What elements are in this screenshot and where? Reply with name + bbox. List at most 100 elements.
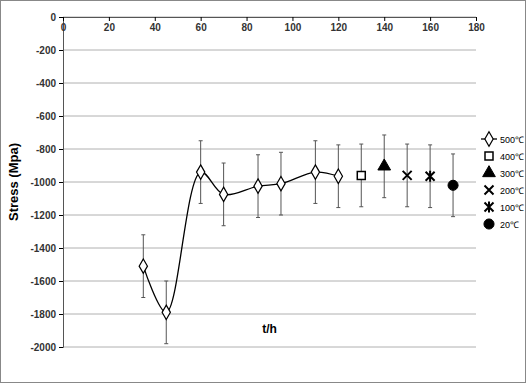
tick-mark (338, 17, 339, 21)
legend-item: 400℃ (485, 152, 524, 162)
point (403, 171, 412, 180)
legend-label: 400℃ (500, 152, 524, 162)
point (219, 187, 227, 201)
grid-line (63, 182, 476, 183)
tick-mark (155, 17, 156, 21)
tick-label: -1600 (30, 276, 56, 287)
point (426, 171, 435, 182)
y-axis: -2000-1800-1600-1400-1200-1000-800-600-4… (30, 12, 63, 353)
axis-line (64, 18, 477, 22)
grid-line (63, 50, 476, 51)
y-tick: 0 (50, 12, 63, 23)
tick-mark (59, 314, 63, 315)
x-tick: 80 (241, 17, 253, 33)
tick-mark (476, 17, 477, 21)
legend-symbol (485, 202, 494, 213)
point (311, 165, 319, 179)
legend-symbol (485, 152, 493, 160)
tick-mark (109, 17, 110, 21)
legend-label: 300℃ (500, 169, 524, 179)
tick-mark (247, 17, 248, 21)
tick-label: 120 (330, 22, 347, 33)
point (197, 165, 205, 179)
legend-symbol (485, 132, 493, 146)
point (334, 169, 342, 183)
y-tick: -1600 (30, 276, 63, 287)
plot: -2000-1800-1600-1400-1200-1000-800-600-4… (30, 12, 485, 353)
grid-line (63, 83, 476, 84)
x-tick: 0 (61, 17, 67, 33)
y-tick: -1400 (30, 243, 63, 254)
x-tick: 60 (196, 17, 208, 33)
legend-symbol (484, 219, 494, 229)
x-tick: 180 (468, 17, 485, 33)
tick-mark (59, 281, 63, 282)
tick-mark (201, 17, 202, 21)
chart-border (1, 1, 526, 383)
grid (63, 17, 476, 347)
point (162, 305, 170, 319)
tick-label: -1200 (30, 210, 56, 221)
grid-line (63, 248, 476, 249)
tick-label: -200 (36, 45, 56, 56)
legend-item: 20℃ (484, 219, 519, 230)
tick-label: -400 (36, 78, 56, 89)
legend-label: 100℃ (500, 203, 524, 213)
point (378, 159, 391, 170)
tick-label: -1400 (30, 243, 56, 254)
point (277, 176, 285, 190)
point (357, 171, 365, 179)
y-tick: -2000 (30, 342, 63, 353)
tick-mark (63, 17, 64, 21)
grid-line (63, 149, 476, 150)
grid-line (63, 314, 476, 315)
series (426, 145, 435, 208)
x-tick: 160 (422, 17, 439, 33)
legend: 500℃ 400℃ 300℃ 200℃ 100℃ 20℃ (481, 132, 524, 230)
tick-label: 60 (196, 22, 208, 33)
x-tick: 120 (330, 17, 347, 33)
y-axis-title: Stress (Mpa) (6, 143, 21, 221)
grid-line (63, 215, 476, 216)
x-axis-title: t/h (262, 322, 277, 336)
tick-mark (292, 17, 293, 21)
tick-mark (59, 116, 63, 117)
point (448, 180, 458, 190)
series (448, 154, 458, 217)
tick-label: 0 (50, 12, 56, 23)
series (403, 144, 412, 207)
tick-mark (430, 17, 431, 21)
y-tick: -1000 (30, 177, 63, 188)
legend-label: 500℃ (500, 135, 524, 145)
y-tick: -400 (36, 78, 63, 89)
x-axis: 0 20 40 60 80 100 120 140 160 180 (61, 17, 486, 33)
x-tick: 140 (376, 17, 393, 33)
series (378, 135, 391, 198)
grid-line (63, 347, 476, 348)
tick-label: -600 (36, 111, 56, 122)
tick-label: -800 (36, 144, 56, 155)
legend-item: 100℃ (485, 202, 525, 213)
grid-line (63, 281, 476, 282)
tick-label: 160 (422, 22, 439, 33)
legend-item: 300℃ (483, 166, 524, 179)
tick-label: -1000 (30, 177, 56, 188)
legend-label: 200℃ (500, 186, 524, 196)
tick-label: 180 (468, 22, 485, 33)
legend-item: 500℃ (481, 132, 524, 146)
series (357, 144, 365, 207)
legend-symbol (485, 186, 494, 195)
tick-label: 80 (241, 22, 253, 33)
y-tick: -600 (36, 111, 63, 122)
tick-label: -1800 (30, 309, 56, 320)
tick-label: 20 (104, 22, 116, 33)
legend-symbol (483, 166, 496, 177)
point (254, 179, 262, 193)
tick-mark (59, 215, 63, 216)
x-tick: 40 (150, 17, 162, 33)
y-tick: -1200 (30, 210, 63, 221)
y-tick: -200 (36, 45, 63, 56)
y-tick: -800 (36, 144, 63, 155)
tick-label: 100 (285, 22, 302, 33)
y-tick: -1800 (30, 309, 63, 320)
